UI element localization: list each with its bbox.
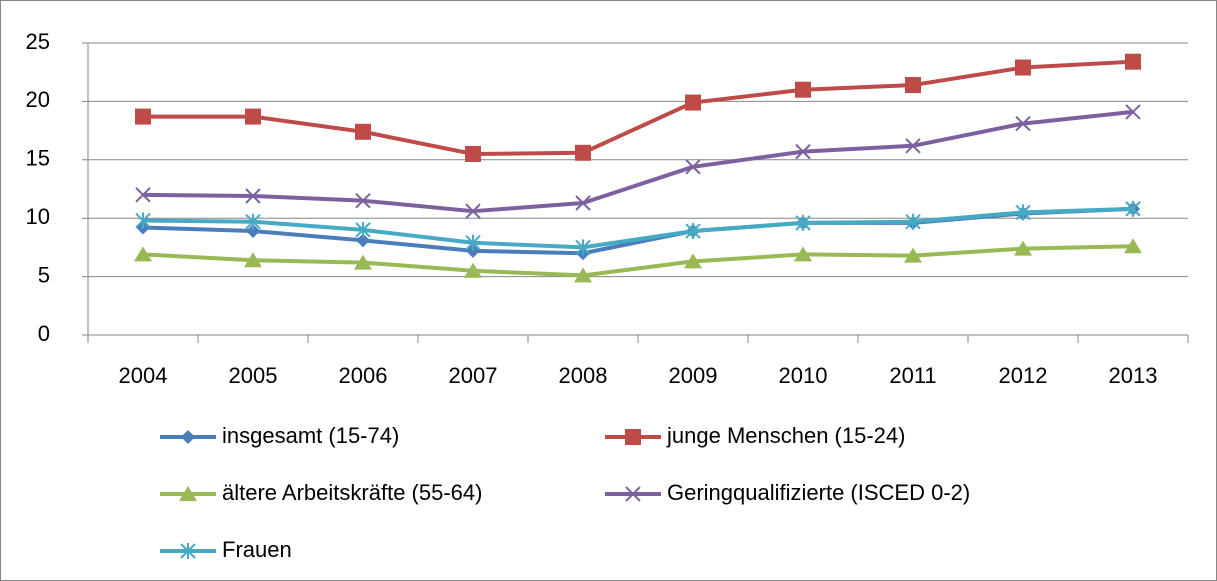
marker <box>1125 200 1141 217</box>
marker <box>465 145 481 162</box>
marker <box>245 188 261 204</box>
legend-label: insgesamt (15-74) <box>222 423 399 448</box>
marker <box>245 213 261 230</box>
marker <box>905 213 921 230</box>
marker <box>575 239 591 256</box>
marker <box>575 195 591 211</box>
y-tick-label: 25 <box>26 29 50 54</box>
marker <box>355 221 371 238</box>
series-line <box>142 244 1134 278</box>
marker <box>465 203 481 219</box>
x-tick-label: 2011 <box>889 363 936 388</box>
marker <box>574 267 592 283</box>
y-tick-label: 15 <box>26 146 50 171</box>
marker <box>685 159 701 175</box>
marker <box>795 143 811 160</box>
marker <box>625 486 641 502</box>
marker <box>355 192 371 209</box>
marker <box>1125 104 1141 120</box>
marker <box>1014 240 1032 256</box>
marker <box>1124 238 1142 254</box>
x-tick-label: 2009 <box>669 363 718 388</box>
marker <box>354 254 372 270</box>
marker <box>179 486 197 501</box>
marker <box>625 429 641 445</box>
marker <box>685 223 701 240</box>
marker <box>356 233 370 248</box>
legend-label: junge Menschen (15-24) <box>666 423 905 448</box>
marker <box>464 262 482 278</box>
marker <box>905 77 921 94</box>
marker <box>795 214 811 231</box>
x-tick-label: 2008 <box>559 363 608 388</box>
marker <box>246 224 260 239</box>
legend-label: Frauen <box>222 537 292 562</box>
legend-label: Geringqualifizierte (ISCED 0-2) <box>667 480 970 505</box>
marker <box>181 430 195 444</box>
marker <box>1015 59 1031 76</box>
x-tick-label: 2012 <box>999 363 1048 388</box>
marker <box>904 247 922 263</box>
marker <box>1015 204 1031 221</box>
x-tick-label: 2005 <box>229 363 278 388</box>
marker <box>245 108 261 125</box>
series-line <box>142 109 1134 214</box>
marker <box>794 246 812 262</box>
series-line <box>143 59 1134 156</box>
marker <box>1015 115 1031 132</box>
x-tick-label: 2010 <box>779 363 828 388</box>
x-tick-label: 2006 <box>339 363 388 388</box>
marker <box>135 108 151 125</box>
marker <box>135 212 151 229</box>
marker <box>795 81 811 98</box>
series-line <box>142 206 1134 250</box>
marker <box>244 252 262 268</box>
legend-label: ältere Arbeitskräfte (55-64) <box>222 480 482 505</box>
marker <box>355 123 371 140</box>
y-tick-label: 10 <box>26 204 50 229</box>
marker <box>465 234 481 251</box>
x-tick-label: 2004 <box>119 363 168 388</box>
marker <box>134 246 152 262</box>
marker <box>685 94 701 111</box>
y-tick-label: 5 <box>38 262 50 287</box>
marker <box>135 187 151 203</box>
marker <box>180 543 196 559</box>
marker <box>905 138 921 154</box>
marker <box>575 144 591 161</box>
y-tick-label: 0 <box>38 321 50 346</box>
x-tick-label: 2013 <box>1109 363 1158 388</box>
y-tick-label: 20 <box>26 87 50 112</box>
x-tick-label: 2007 <box>449 363 498 388</box>
marker <box>1125 53 1141 70</box>
marker <box>684 253 702 269</box>
